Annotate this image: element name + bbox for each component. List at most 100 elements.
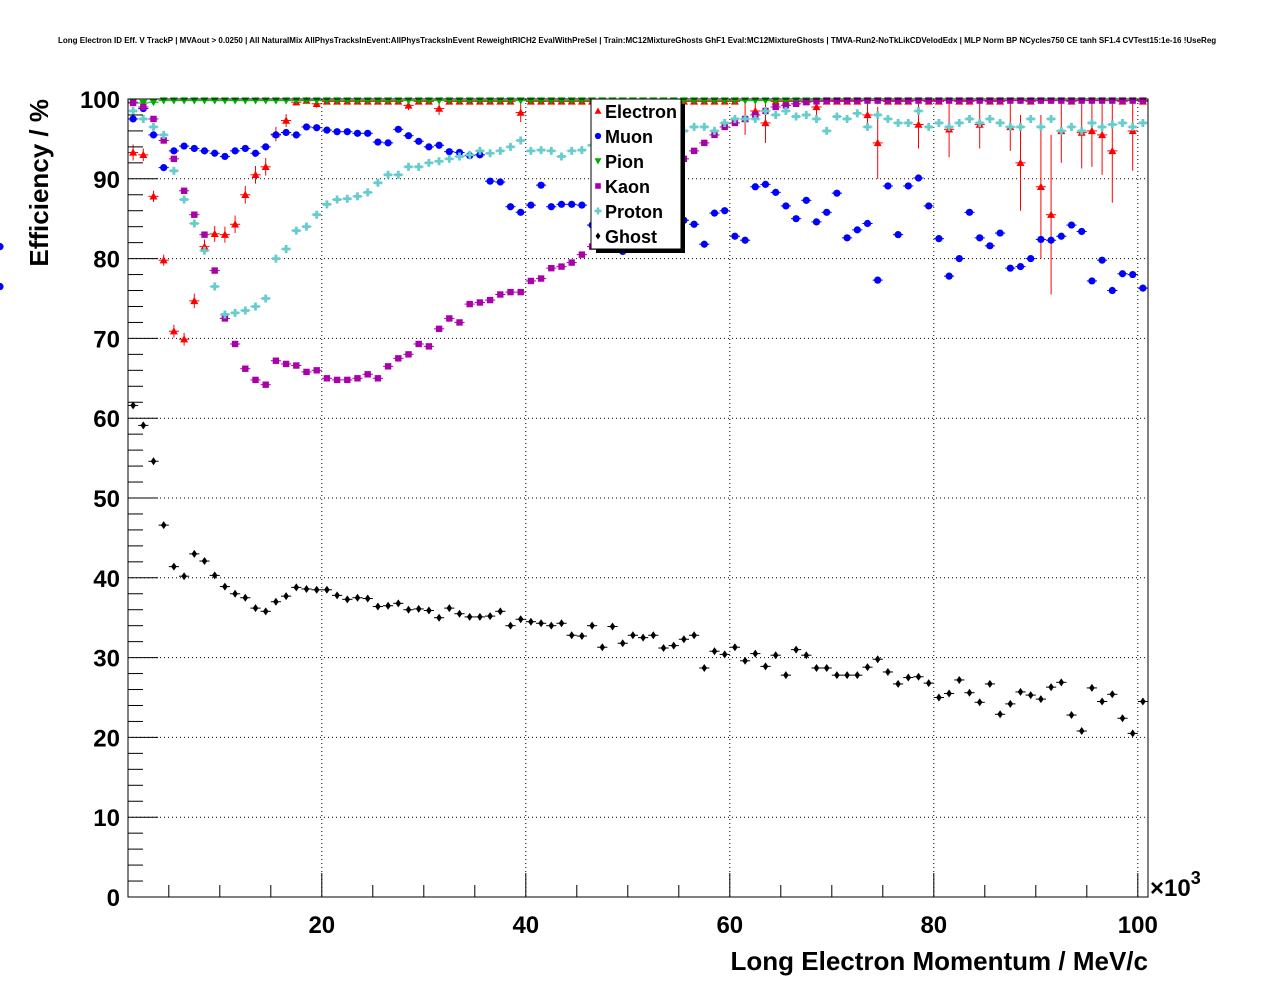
muon-marker	[394, 125, 402, 133]
muon-marker	[904, 182, 912, 190]
kaon-marker	[915, 97, 922, 104]
muon-marker	[1078, 227, 1086, 236]
ghost-marker	[915, 672, 922, 681]
proton-marker	[802, 110, 811, 119]
proton-marker	[333, 195, 342, 204]
kaon-marker	[595, 183, 601, 189]
muon-marker	[160, 164, 168, 172]
proton-marker	[1047, 114, 1056, 123]
proton-marker	[169, 166, 178, 175]
proton-marker	[1006, 122, 1015, 131]
muon-marker	[292, 131, 300, 139]
proton-marker	[363, 188, 372, 197]
proton-marker	[547, 146, 556, 155]
pion-marker	[149, 98, 158, 107]
proton-marker	[700, 122, 709, 131]
proton-marker	[465, 150, 474, 159]
ghost-marker	[160, 521, 167, 530]
pion-marker	[594, 158, 602, 165]
ghost-marker	[772, 651, 779, 660]
ghost-marker	[895, 679, 901, 688]
ghost-marker	[528, 617, 534, 626]
kaon-marker	[1078, 97, 1085, 104]
electron-marker	[1087, 126, 1096, 135]
kaon-marker	[833, 97, 841, 104]
muon-marker	[1006, 264, 1014, 272]
ghost-marker	[783, 671, 789, 680]
ghost-marker	[538, 619, 544, 628]
ghost-marker	[395, 599, 402, 608]
muon-marker	[568, 200, 576, 208]
kaon-marker	[1017, 97, 1024, 104]
electron-marker	[231, 220, 240, 228]
proton-marker	[159, 130, 168, 139]
proton-marker	[200, 246, 209, 255]
muon-marker	[1037, 235, 1045, 244]
muon-marker	[506, 203, 515, 211]
ghost-marker	[262, 607, 269, 616]
ghost-marker	[517, 615, 524, 624]
kaon-marker	[313, 367, 320, 374]
ghost-marker	[609, 622, 616, 631]
kaon-marker	[333, 376, 341, 384]
ghost-marker	[232, 589, 238, 598]
ghost-marker	[987, 679, 993, 688]
kaon-marker	[884, 97, 892, 104]
x-multiplier-exponent: 3	[1191, 868, 1201, 888]
ghost-marker	[201, 557, 208, 566]
ghost-marker	[752, 649, 759, 658]
muon-marker	[231, 147, 239, 155]
kaon-marker	[905, 97, 912, 104]
legend-entry-muon: Muon	[605, 127, 653, 147]
proton-marker	[1077, 126, 1086, 135]
proton-marker	[210, 282, 219, 291]
muon-marker	[1098, 256, 1106, 264]
ghost-marker	[691, 631, 697, 640]
electron-marker	[129, 148, 138, 156]
proton-marker	[180, 195, 189, 204]
ghost-marker	[742, 656, 748, 665]
muon-marker	[772, 188, 780, 196]
ghost-marker	[650, 631, 657, 640]
proton-marker	[424, 158, 433, 167]
electron-marker	[1047, 210, 1056, 218]
kaon-marker	[690, 147, 698, 155]
x-tick-label: 40	[512, 912, 539, 939]
ghost-marker	[313, 585, 320, 594]
ghost-marker	[150, 457, 157, 466]
proton-marker	[343, 194, 352, 203]
muon-marker	[272, 131, 280, 139]
kaon-marker	[1027, 97, 1034, 104]
kaon-marker	[476, 299, 484, 306]
y-tick-label: 50	[93, 486, 120, 513]
muon-marker	[914, 174, 923, 182]
proton-marker	[1118, 118, 1127, 127]
kaon-marker	[945, 97, 953, 104]
proton-marker	[404, 162, 413, 171]
muon-marker	[955, 255, 963, 263]
ghost-marker	[385, 601, 391, 610]
proton-marker	[873, 110, 882, 119]
kaon-marker	[976, 97, 983, 104]
ghost-marker	[415, 604, 422, 613]
ghost-marker	[936, 693, 942, 702]
kaon-marker	[303, 368, 310, 376]
ghost-marker	[793, 645, 799, 654]
kaon-marker	[854, 97, 861, 104]
ghost-marker	[1089, 683, 1095, 692]
kaon-marker	[446, 315, 453, 322]
ghost-marker	[181, 572, 187, 581]
electron-marker	[594, 107, 602, 114]
kaon-marker	[894, 97, 902, 104]
electron-marker	[220, 230, 229, 238]
proton-marker	[302, 222, 311, 231]
kaon-marker	[282, 360, 290, 368]
ghost-marker	[640, 633, 646, 642]
proton-marker	[241, 306, 250, 315]
x-tick-label: 100	[1118, 912, 1158, 939]
proton-marker	[373, 178, 382, 187]
ghost-marker	[436, 613, 442, 622]
kaon-marker	[986, 97, 994, 104]
proton-marker	[322, 200, 331, 209]
ghost-marker	[354, 593, 361, 602]
